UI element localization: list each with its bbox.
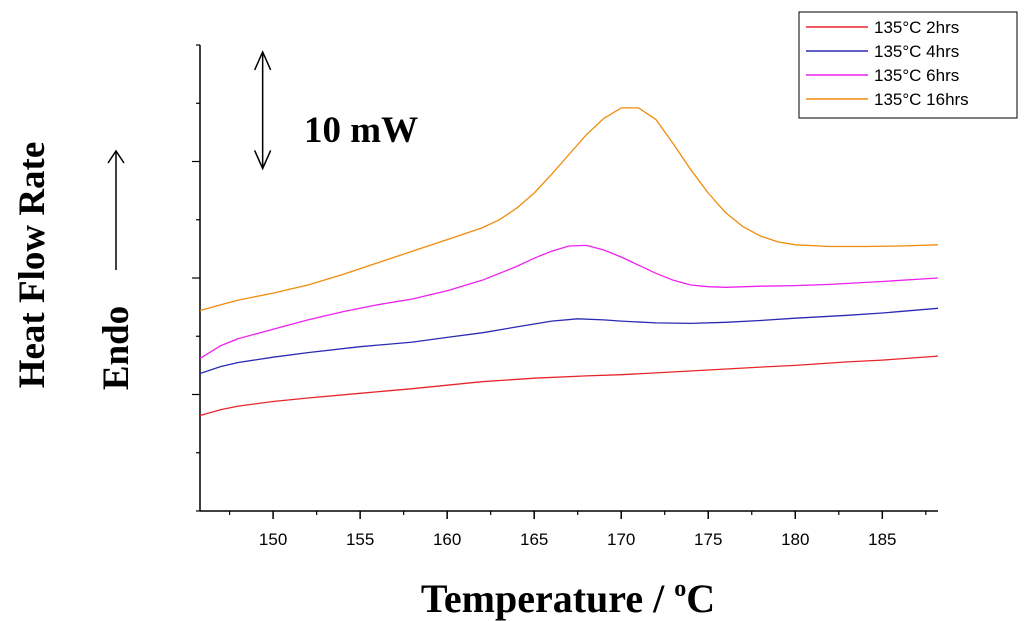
legend-label: 135°C 6hrs bbox=[874, 66, 959, 85]
legend-label: 135°C 2hrs bbox=[874, 18, 959, 37]
x-tick-label: 185 bbox=[868, 530, 896, 549]
x-ticks: 150 155 160 165 170 175 180 185 bbox=[228, 511, 927, 549]
endo-arrow-icon bbox=[107, 149, 125, 270]
series-line-3 bbox=[199, 244, 939, 359]
y-axis bbox=[192, 44, 201, 512]
y-ticks bbox=[192, 44, 200, 512]
x-tick-label: 175 bbox=[694, 530, 722, 549]
series-line-2 bbox=[199, 307, 939, 375]
legend-item: 135°C 6hrs bbox=[806, 66, 959, 85]
x-tick-label: 160 bbox=[433, 530, 461, 549]
legend-item: 135°C 16hrs bbox=[806, 90, 969, 109]
y-axis-label: Heat Flow Rate bbox=[12, 142, 53, 389]
endo-label: Endo bbox=[96, 306, 137, 390]
x-tick-label: 170 bbox=[607, 530, 635, 549]
x-axis: 150 155 160 165 170 175 180 185 bbox=[200, 510, 938, 549]
legend: 135°C 2hrs 135°C 4hrs 135°C 6hrs 135°C 16hr… bbox=[798, 11, 1018, 119]
x-tick-label: 180 bbox=[781, 530, 809, 549]
series-line-4 bbox=[199, 107, 939, 312]
x-axis-label: Temperature / oC bbox=[421, 576, 715, 621]
legend-box bbox=[798, 11, 1018, 119]
scale-bar-arrow-top-icon bbox=[253, 50, 272, 71]
x-tick-label: 155 bbox=[346, 530, 374, 549]
x-axis-label-main: Temperature / bbox=[421, 576, 674, 621]
scale-bar-arrow-bottom-icon bbox=[253, 150, 272, 171]
scale-bar bbox=[253, 50, 272, 171]
legend-label: 135°C 16hrs bbox=[874, 90, 969, 109]
x-axis-label-unit: C bbox=[686, 576, 715, 621]
x-axis-label-superscript: o bbox=[674, 576, 686, 602]
x-tick-label: 150 bbox=[259, 530, 287, 549]
scale-bar-label: 10 mW bbox=[304, 110, 418, 151]
legend-item: 135°C 4hrs bbox=[806, 42, 959, 61]
legend-label: 135°C 4hrs bbox=[874, 42, 959, 61]
series-lines bbox=[199, 107, 939, 417]
series-line-1 bbox=[199, 355, 939, 417]
x-tick-label: 165 bbox=[520, 530, 548, 549]
legend-item: 135°C 2hrs bbox=[806, 18, 959, 37]
